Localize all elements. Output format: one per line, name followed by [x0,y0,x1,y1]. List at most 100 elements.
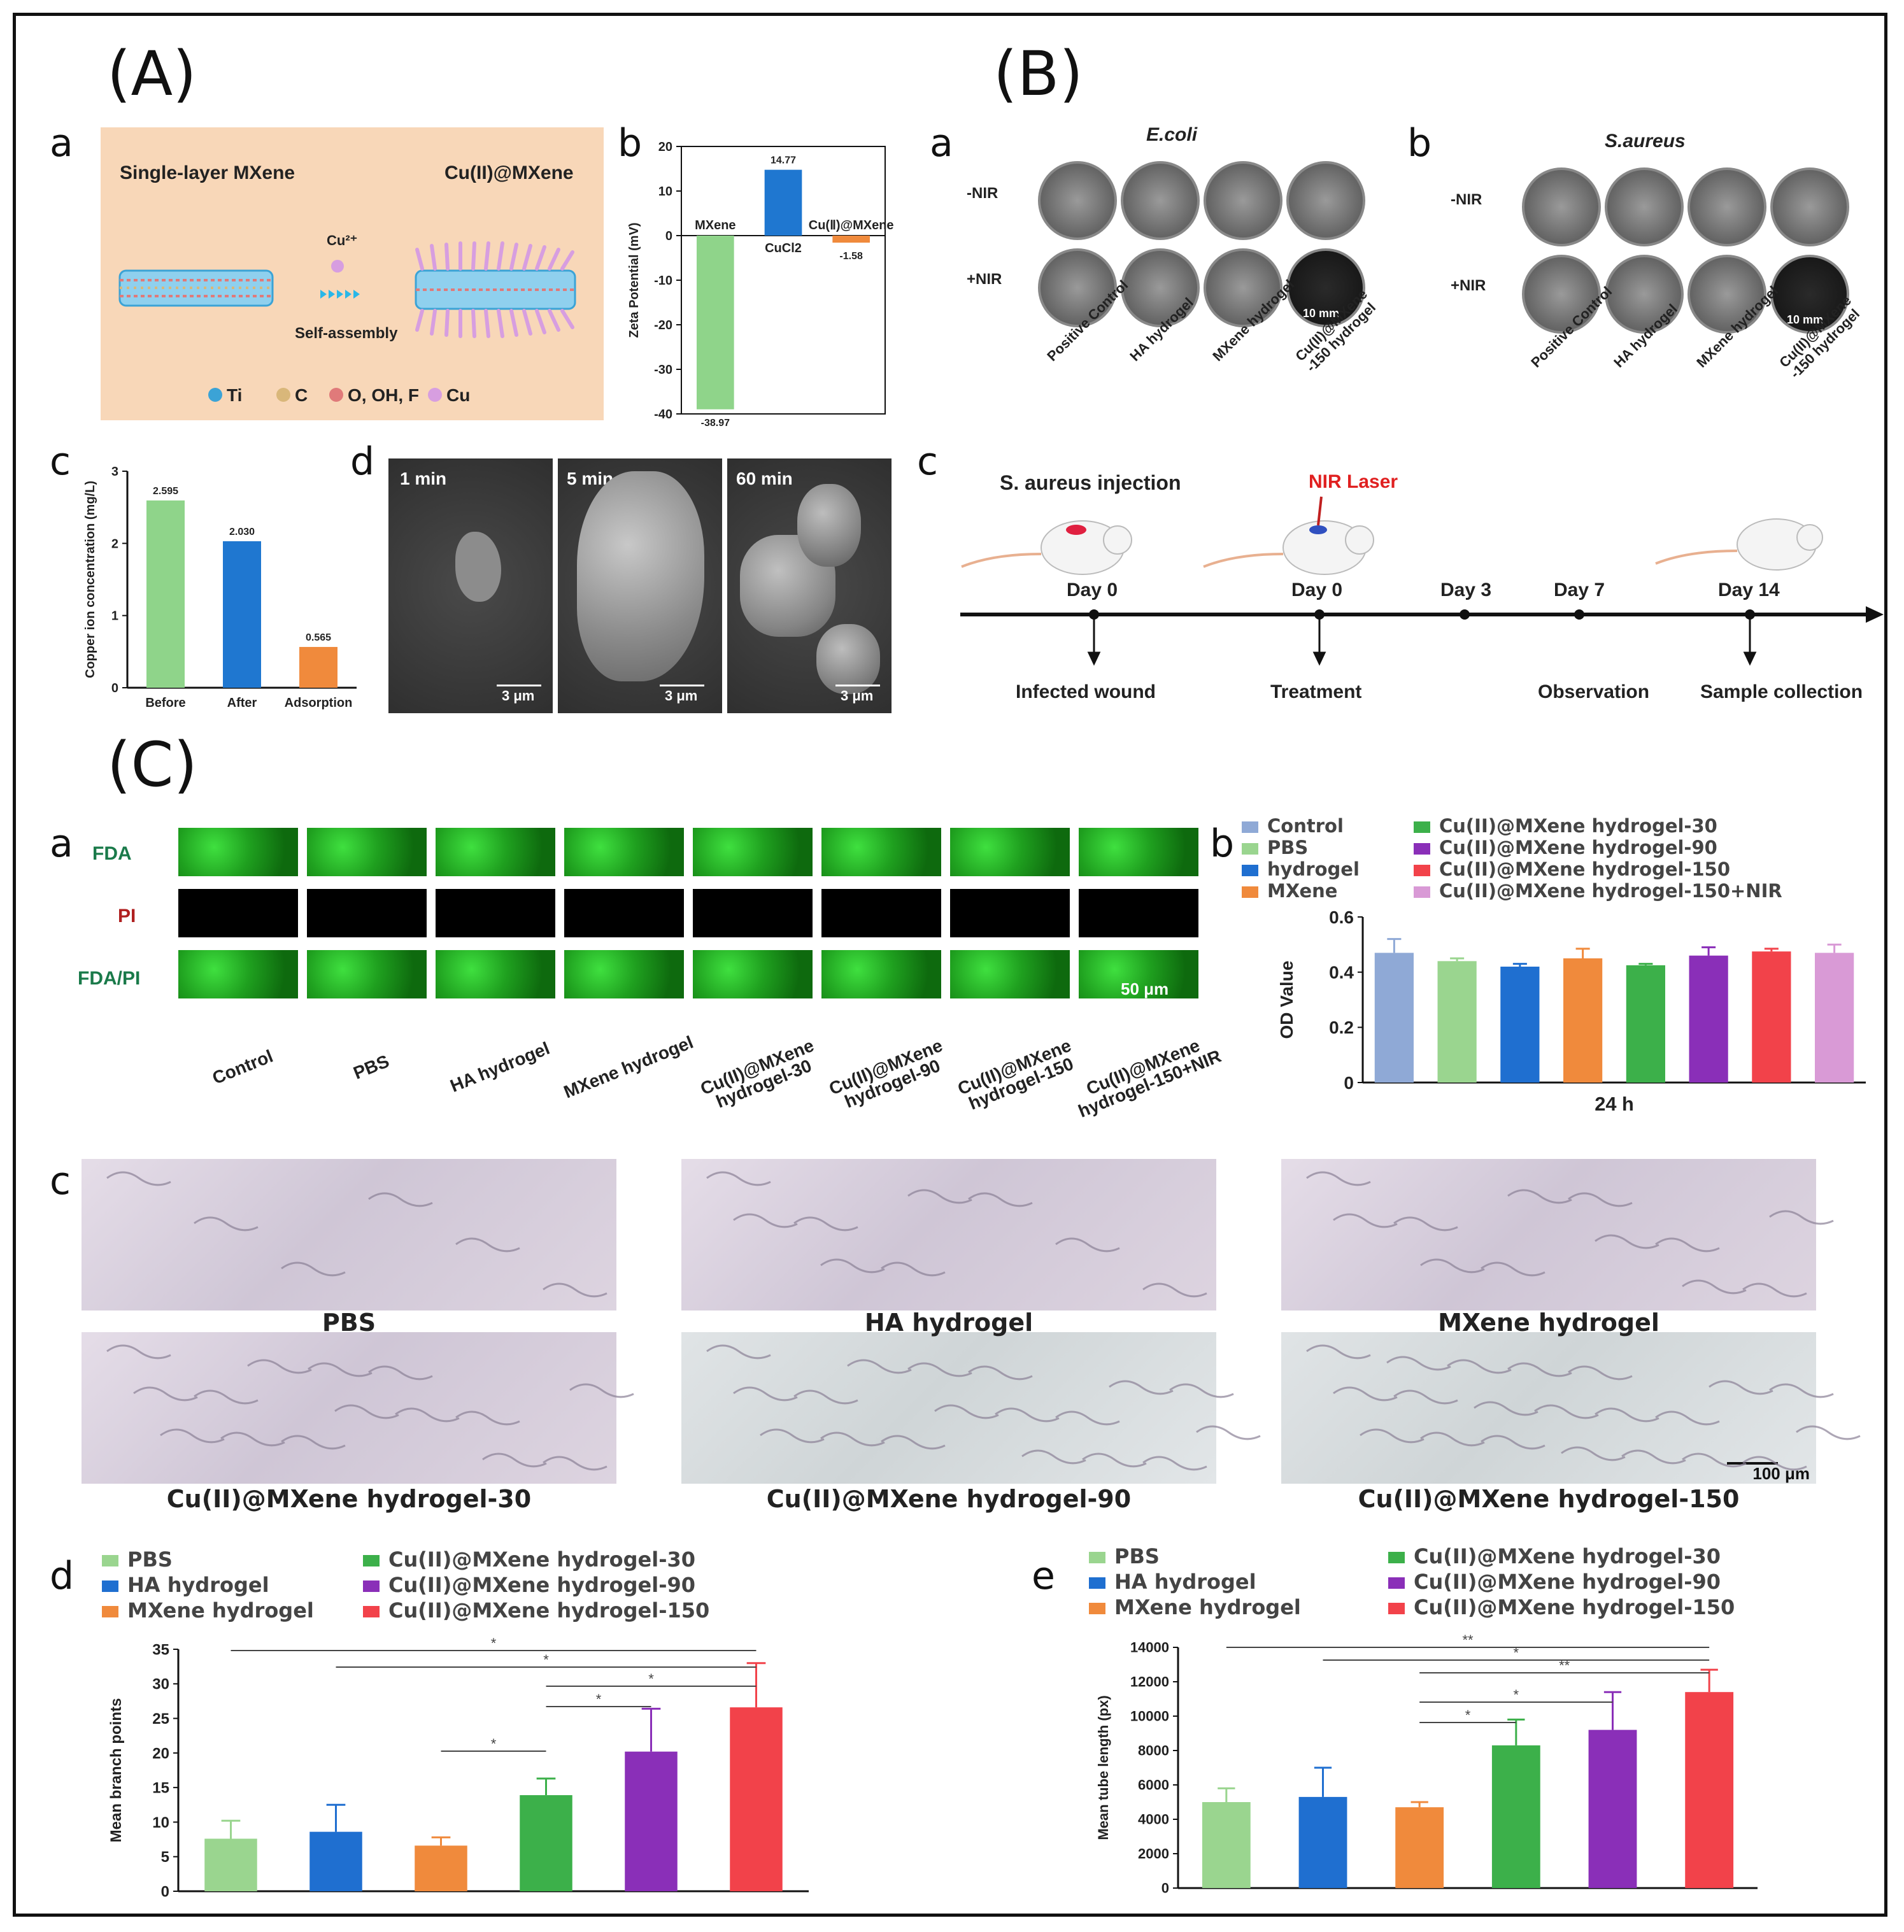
petri-plate [1121,248,1200,327]
panel-letter-Ce: e [1032,1554,1055,1598]
sem-particle-large [577,471,704,681]
tube-segment [1333,1386,1398,1402]
tube-segment [1534,1404,1599,1419]
legend-item: hydrogel [1242,858,1360,880]
figure-frame [13,13,1887,1917]
day-label: Day 0 [1067,579,1118,600]
tube-segment [160,1428,225,1444]
category-label: CuCl2 [765,241,802,255]
tube-segment [334,1404,399,1419]
tube-segment [1055,1237,1120,1253]
legend-o-oh-f: O, OH, F [348,385,419,405]
y-tick-label: 12000 [1130,1674,1169,1690]
tube-segment [1595,1407,1659,1423]
y-tick-label: 10 [152,1814,169,1831]
y-tick-label: 4000 [1138,1812,1169,1828]
sem-scale-1: 3 μm [502,688,535,704]
legend-label: MXene hydrogel [127,1598,314,1623]
legend-item: Cu(II)@MXene hydrogel-150 [363,1598,709,1623]
tube-segment [820,1431,885,1447]
tube-segment [760,1428,825,1444]
legend-swatch [1242,843,1258,855]
legend-item: Cu(II)@MXene hydrogel-150 [1388,1595,1735,1619]
tube-segment [247,1359,312,1374]
event-arrows [1087,614,1757,666]
data-label: 2.030 [229,527,255,537]
legend-item: Cu(II)@MXene hydrogel-30 [1414,815,1717,837]
tube-segment [1481,1261,1545,1277]
day-label: Day 0 [1291,579,1343,600]
od-value-panel: Control Cu(II)@MXene hydrogel-30 PBS Cu(II)… [1242,815,1879,1133]
significance-mark: * [648,1671,654,1687]
legend-label: Cu(II)@MXene hydrogel-90 [1414,1570,1721,1594]
scale-bar [1727,1462,1778,1465]
sem-particle-small [455,532,501,602]
petri-plate [1770,167,1849,246]
tube-segment [1333,1213,1398,1228]
panel-letter-Bb: b [1407,121,1432,166]
single-layer-title: Single-layer MXene [120,162,295,183]
bar [1437,961,1477,1083]
legend-ti: Ti [227,385,243,405]
tube-segment [106,1344,171,1360]
legend-item: Cu(II)@MXene hydrogel-150+NIR [1414,880,1782,902]
tube-segment [934,1404,999,1419]
tube-segment [308,1362,373,1377]
y-tick-label: 0 [111,681,118,695]
legend-label: Cu(II)@MXene hydrogel-30 [388,1547,696,1572]
day-label: Day 14 [1718,579,1780,600]
y-tick-label: 14000 [1130,1640,1169,1656]
tube-segment [820,1258,885,1274]
y-tick-label: 5 [161,1849,169,1866]
legend-swatch [1242,821,1258,833]
tube-segment [1621,1449,1686,1465]
tube-segment [706,1344,771,1360]
data-label: -1.58 [839,251,863,262]
legend-item: Cu(II)@MXene hydrogel-30 [1388,1544,1721,1568]
legend-swatch [1414,821,1430,833]
legend-item: PBS [102,1547,173,1572]
bar [697,236,734,409]
row-label-plus-nir: +NIR [1451,277,1486,294]
tube-segment [1393,1216,1458,1232]
legend-label: Cu(II)@MXene hydrogel-30 [1439,815,1717,837]
tube-segment [907,1362,972,1377]
tube-segment [995,1407,1060,1423]
tube-segment [1507,1189,1572,1204]
fda-stain-image [821,950,941,998]
legend-label: Cu(II)@MXene hydrogel-150+NIR [1439,880,1782,902]
tube-segment [1507,1362,1572,1377]
section-label-A: (A) [107,38,197,110]
pi-stain-image [693,889,813,937]
event-label: Treatment [1270,681,1362,702]
staining-scale: 50 μm [1121,979,1169,998]
legend-label: Cu(II)@MXene hydrogel-90 [388,1573,696,1597]
saureus-title: S.aureus [1605,131,1686,152]
bar [832,236,870,243]
data-label: 2.595 [153,486,178,497]
category-label: After [227,696,257,710]
legend-label: MXene [1267,880,1338,902]
y-axis-label: OD Value [1277,961,1297,1039]
od-value-chart: 0 0.2 0.4 0.6 OD Value 24 h [1277,907,1866,1115]
y-tick-label: 20 [152,1745,169,1762]
treated-wound-mark [1309,525,1327,534]
y-tick-label: 2 [111,537,118,551]
legend-swatch [1242,886,1258,898]
legend-item: Cu(II)@MXene hydrogel-90 [1414,837,1717,858]
tube-segment [1142,1282,1207,1298]
y-tick-label: -30 [654,363,672,377]
category-label: MXene [695,218,735,232]
legend-item: HA hydrogel [102,1573,269,1597]
tube-segment [1360,1428,1424,1444]
petri-plate [1286,161,1365,240]
single-layer-mxene-structure [118,269,274,307]
bar [146,500,185,688]
fda-stain-image [693,950,813,998]
tube-segment [543,1456,607,1471]
group-labels: Control PBS HA hydrogel MXene hydrogel Cu(II… [178,1012,1224,1121]
tube-segment [194,1216,259,1232]
timeline-arrowhead [1866,606,1884,623]
bar [1395,1807,1444,1888]
panel-letter-Ab: b [618,121,643,166]
